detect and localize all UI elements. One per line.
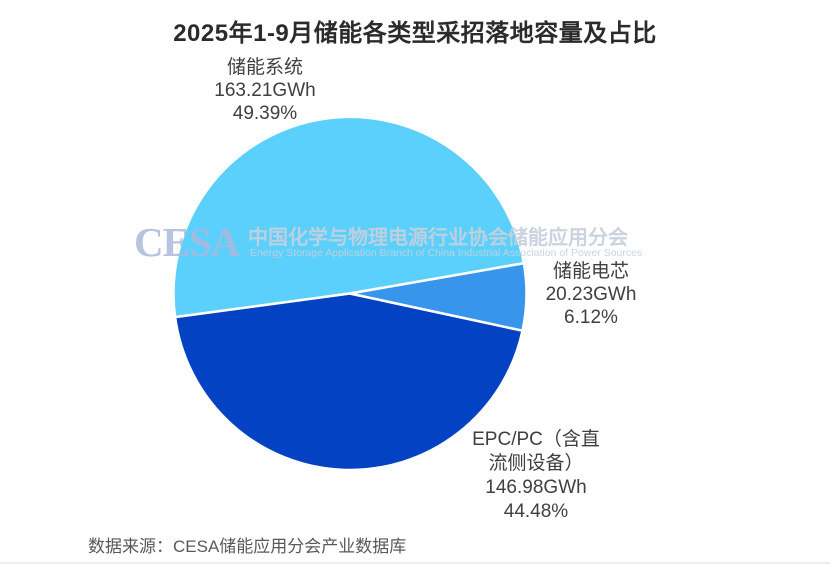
callout-line: 44.48% [503,501,569,522]
pie-slice-storage-system [172,115,526,319]
pie-slice-battery-cell [348,262,528,332]
label-storage-system: 储能系统 163.21GWh 49.39% [214,56,315,125]
callout-line: 流侧设备） [488,453,584,474]
callout-line: 20.23GWh [545,284,637,305]
data-source-note: 数据来源：CESA储能应用分会产业数据库 [88,537,407,556]
bottom-edge-line [0,562,830,564]
callout-line: 146.98GWh [485,477,587,498]
callout-line: 储能系统 [226,57,303,78]
callout-line: 49.39% [232,103,298,124]
callout-line: 163.21GWh [214,80,316,101]
label-battery-cell: 储能电芯 20.23GWh 6.12% [546,260,637,329]
chart-title: 2025年1-9月储能各类型采招落地容量及占比 [173,20,657,47]
callout-line: 6.12% [564,307,618,328]
pie-slice-epc-pc [173,292,524,472]
callout-line: EPC/PC（含直 [472,429,600,450]
label-epc-pc: EPC/PC（含直 流侧设备） 146.98GWh 44.48% [472,428,600,524]
callout-line: 储能电芯 [552,261,630,282]
